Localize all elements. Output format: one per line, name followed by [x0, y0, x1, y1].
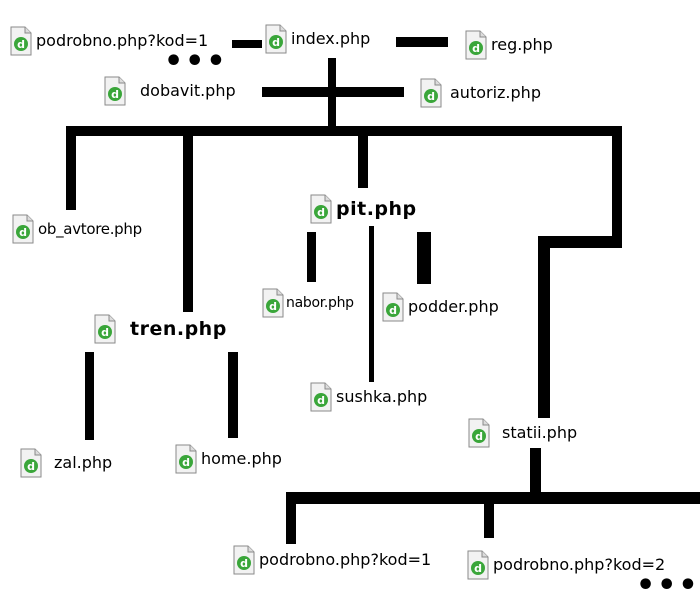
svg-text:d: d	[111, 88, 119, 101]
node-statii[interactable]: d statii.php	[468, 416, 577, 450]
svg-text:d: d	[101, 326, 109, 339]
node-reg[interactable]: d reg.php	[465, 28, 553, 62]
svg-text:d: d	[472, 42, 480, 55]
node-label: pit.php	[336, 198, 417, 220]
line-main-bus	[66, 126, 622, 136]
node-label: autoriz.php	[450, 83, 541, 102]
line-to-podrobno-kod2	[484, 492, 494, 538]
php-file-icon: d	[310, 194, 332, 224]
node-podrobno-kod1[interactable]: d podrobno.php?kod=1	[233, 543, 431, 577]
php-file-icon: d	[10, 26, 32, 56]
svg-text:d: d	[19, 226, 27, 239]
node-podrobno-top[interactable]: d podrobno.php?kod=1	[10, 24, 208, 58]
line-pit-nabor	[307, 232, 316, 282]
node-dobavit[interactable]: d dobavit.php	[104, 74, 236, 108]
node-label: home.php	[201, 449, 282, 468]
node-zal[interactable]: d zal.php	[20, 446, 112, 480]
more-ellipsis-top: •••	[164, 44, 228, 79]
line-tren-home	[228, 352, 238, 438]
node-label: podder.php	[408, 297, 499, 316]
svg-text:d: d	[17, 38, 25, 51]
svg-text:d: d	[240, 557, 248, 570]
node-label: nabor.php	[286, 295, 354, 311]
node-label: podrobno.php?kod=1	[259, 550, 432, 569]
svg-text:d: d	[269, 300, 277, 313]
svg-text:d: d	[317, 394, 325, 407]
php-file-icon: d	[262, 288, 284, 318]
node-sushka[interactable]: d sushka.php	[310, 380, 427, 414]
php-file-icon: d	[233, 545, 255, 575]
php-file-icon: d	[382, 292, 404, 322]
php-file-icon: d	[94, 314, 116, 344]
node-label: podrobno.php?kod=1	[36, 31, 209, 50]
line-right-elbow	[538, 236, 622, 248]
line-to-tren	[183, 126, 193, 312]
node-tren[interactable]: d tren.php	[94, 312, 227, 346]
node-label: tren.php	[130, 318, 227, 340]
line-to-statii	[538, 236, 550, 418]
node-label: dobavit.php	[140, 81, 236, 100]
php-file-icon: d	[468, 418, 490, 448]
php-file-icon: d	[265, 24, 287, 54]
php-file-icon: d	[104, 76, 126, 106]
node-index[interactable]: d index.php	[265, 22, 370, 56]
node-label: ob_avtore.php	[38, 220, 142, 238]
node-podder[interactable]: d podder.php	[382, 290, 499, 324]
node-label: statii.php	[502, 423, 578, 442]
line-pit-sushka	[369, 226, 374, 382]
php-file-icon: d	[467, 550, 489, 580]
line-statii-down	[530, 448, 541, 492]
php-file-icon: d	[310, 382, 332, 412]
line-pit-podder	[417, 232, 431, 284]
svg-text:d: d	[475, 430, 483, 443]
php-file-icon: d	[20, 448, 42, 478]
node-label: reg.php	[491, 35, 553, 54]
node-home[interactable]: d home.php	[175, 442, 282, 476]
node-label: index.php	[291, 29, 371, 48]
node-podrobno-kod2[interactable]: d podrobno.php?kod=2	[467, 548, 665, 582]
node-label: zal.php	[54, 453, 113, 472]
svg-text:d: d	[427, 90, 435, 103]
svg-text:d: d	[474, 562, 482, 575]
svg-text:d: d	[317, 206, 325, 219]
node-label: sushka.php	[336, 387, 428, 406]
php-file-icon: d	[465, 30, 487, 60]
line-index-reg	[396, 37, 448, 47]
line-right-drop	[612, 126, 622, 248]
node-autoriz[interactable]: d autoriz.php	[420, 76, 541, 110]
node-pit[interactable]: d pit.php	[310, 192, 417, 226]
php-file-icon: d	[420, 78, 442, 108]
svg-text:d: d	[27, 460, 35, 473]
svg-text:d: d	[182, 456, 190, 469]
line-podrobno-index	[232, 40, 262, 48]
svg-text:d: d	[389, 304, 397, 317]
php-file-icon: d	[175, 444, 197, 474]
node-label: podrobno.php?kod=2	[493, 555, 666, 574]
line-to-ob-avtore	[66, 126, 76, 210]
svg-text:d: d	[272, 36, 280, 49]
line-tren-zal	[85, 352, 94, 440]
node-ob-avtore[interactable]: d ob_avtore.php	[12, 212, 142, 246]
line-to-podrobno-kod1	[286, 492, 296, 544]
node-nabor[interactable]: d nabor.php	[262, 286, 354, 320]
php-file-icon: d	[12, 214, 34, 244]
line-to-pit	[358, 126, 368, 188]
more-ellipsis-bottom: •••	[636, 568, 700, 603]
line-dobavit-autoriz	[262, 87, 404, 97]
